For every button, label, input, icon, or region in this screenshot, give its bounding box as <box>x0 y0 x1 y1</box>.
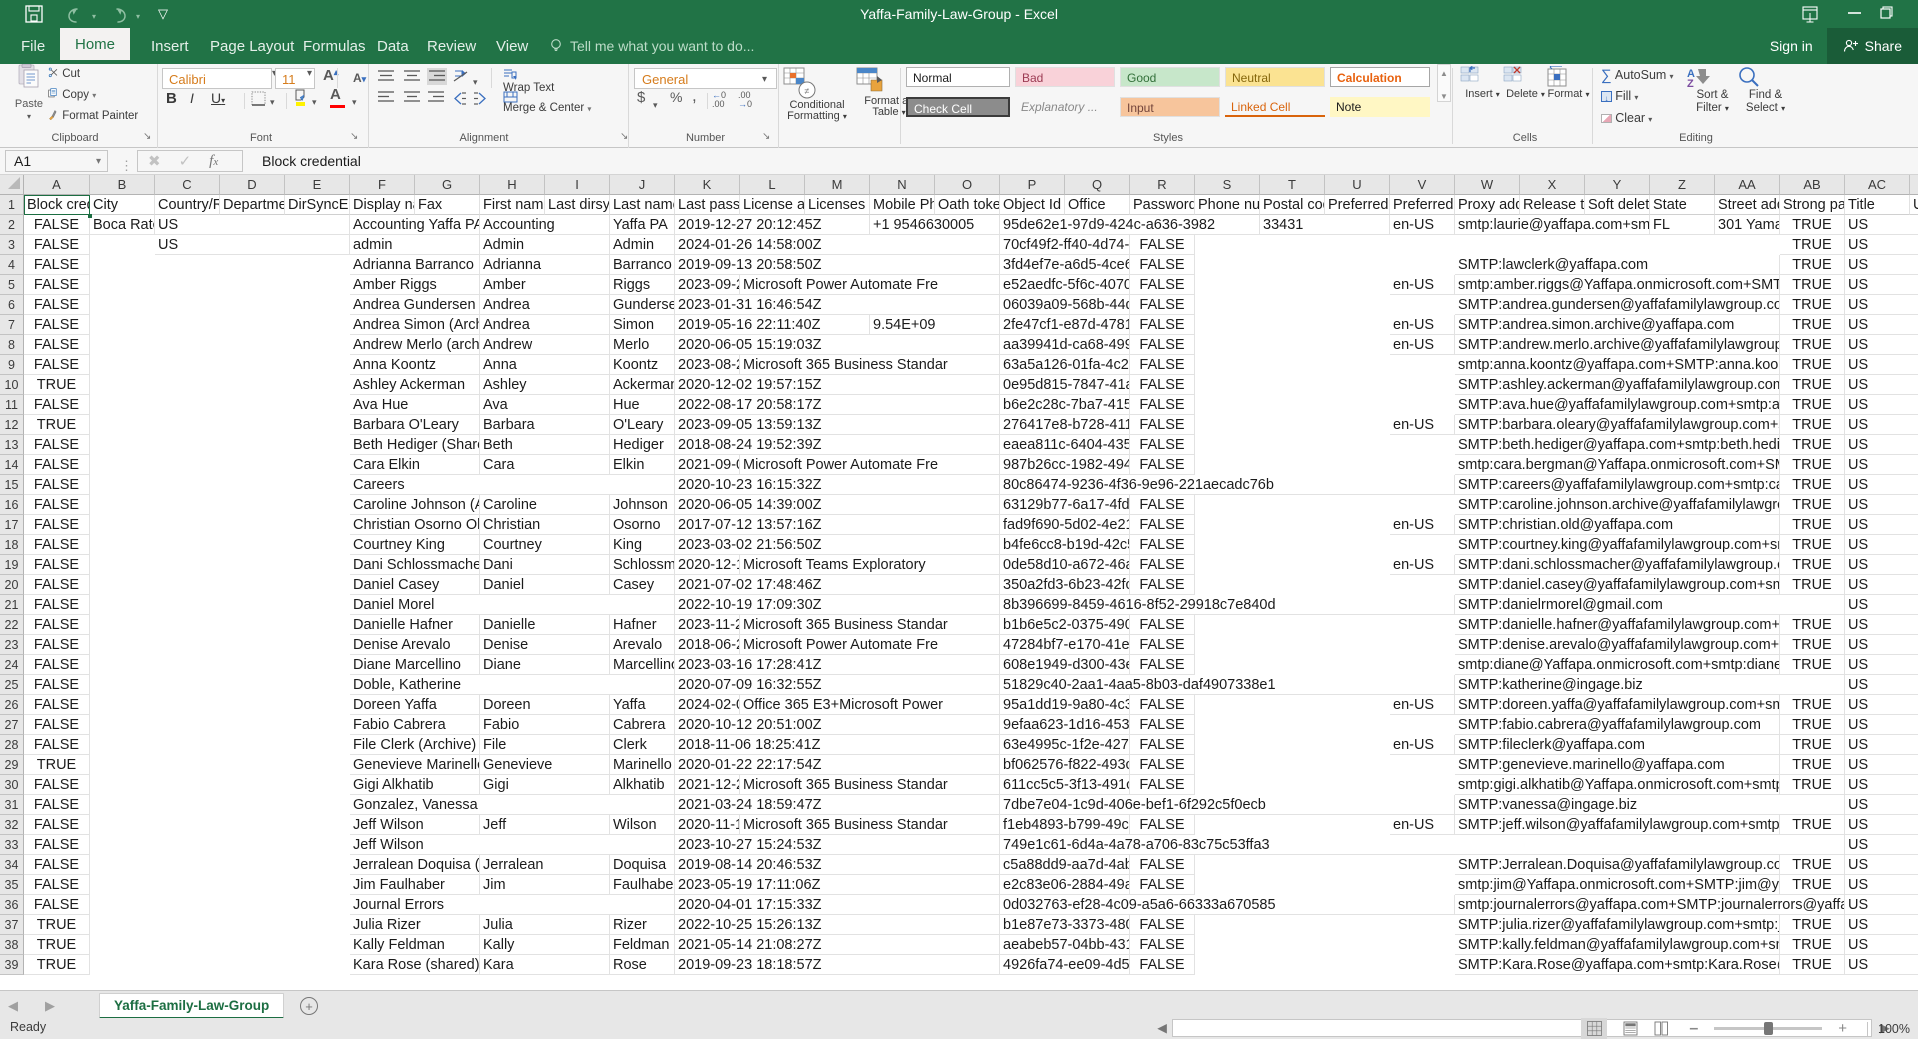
svg-text:≠: ≠ <box>805 86 810 96</box>
svg-text:Z: Z <box>1687 78 1694 88</box>
